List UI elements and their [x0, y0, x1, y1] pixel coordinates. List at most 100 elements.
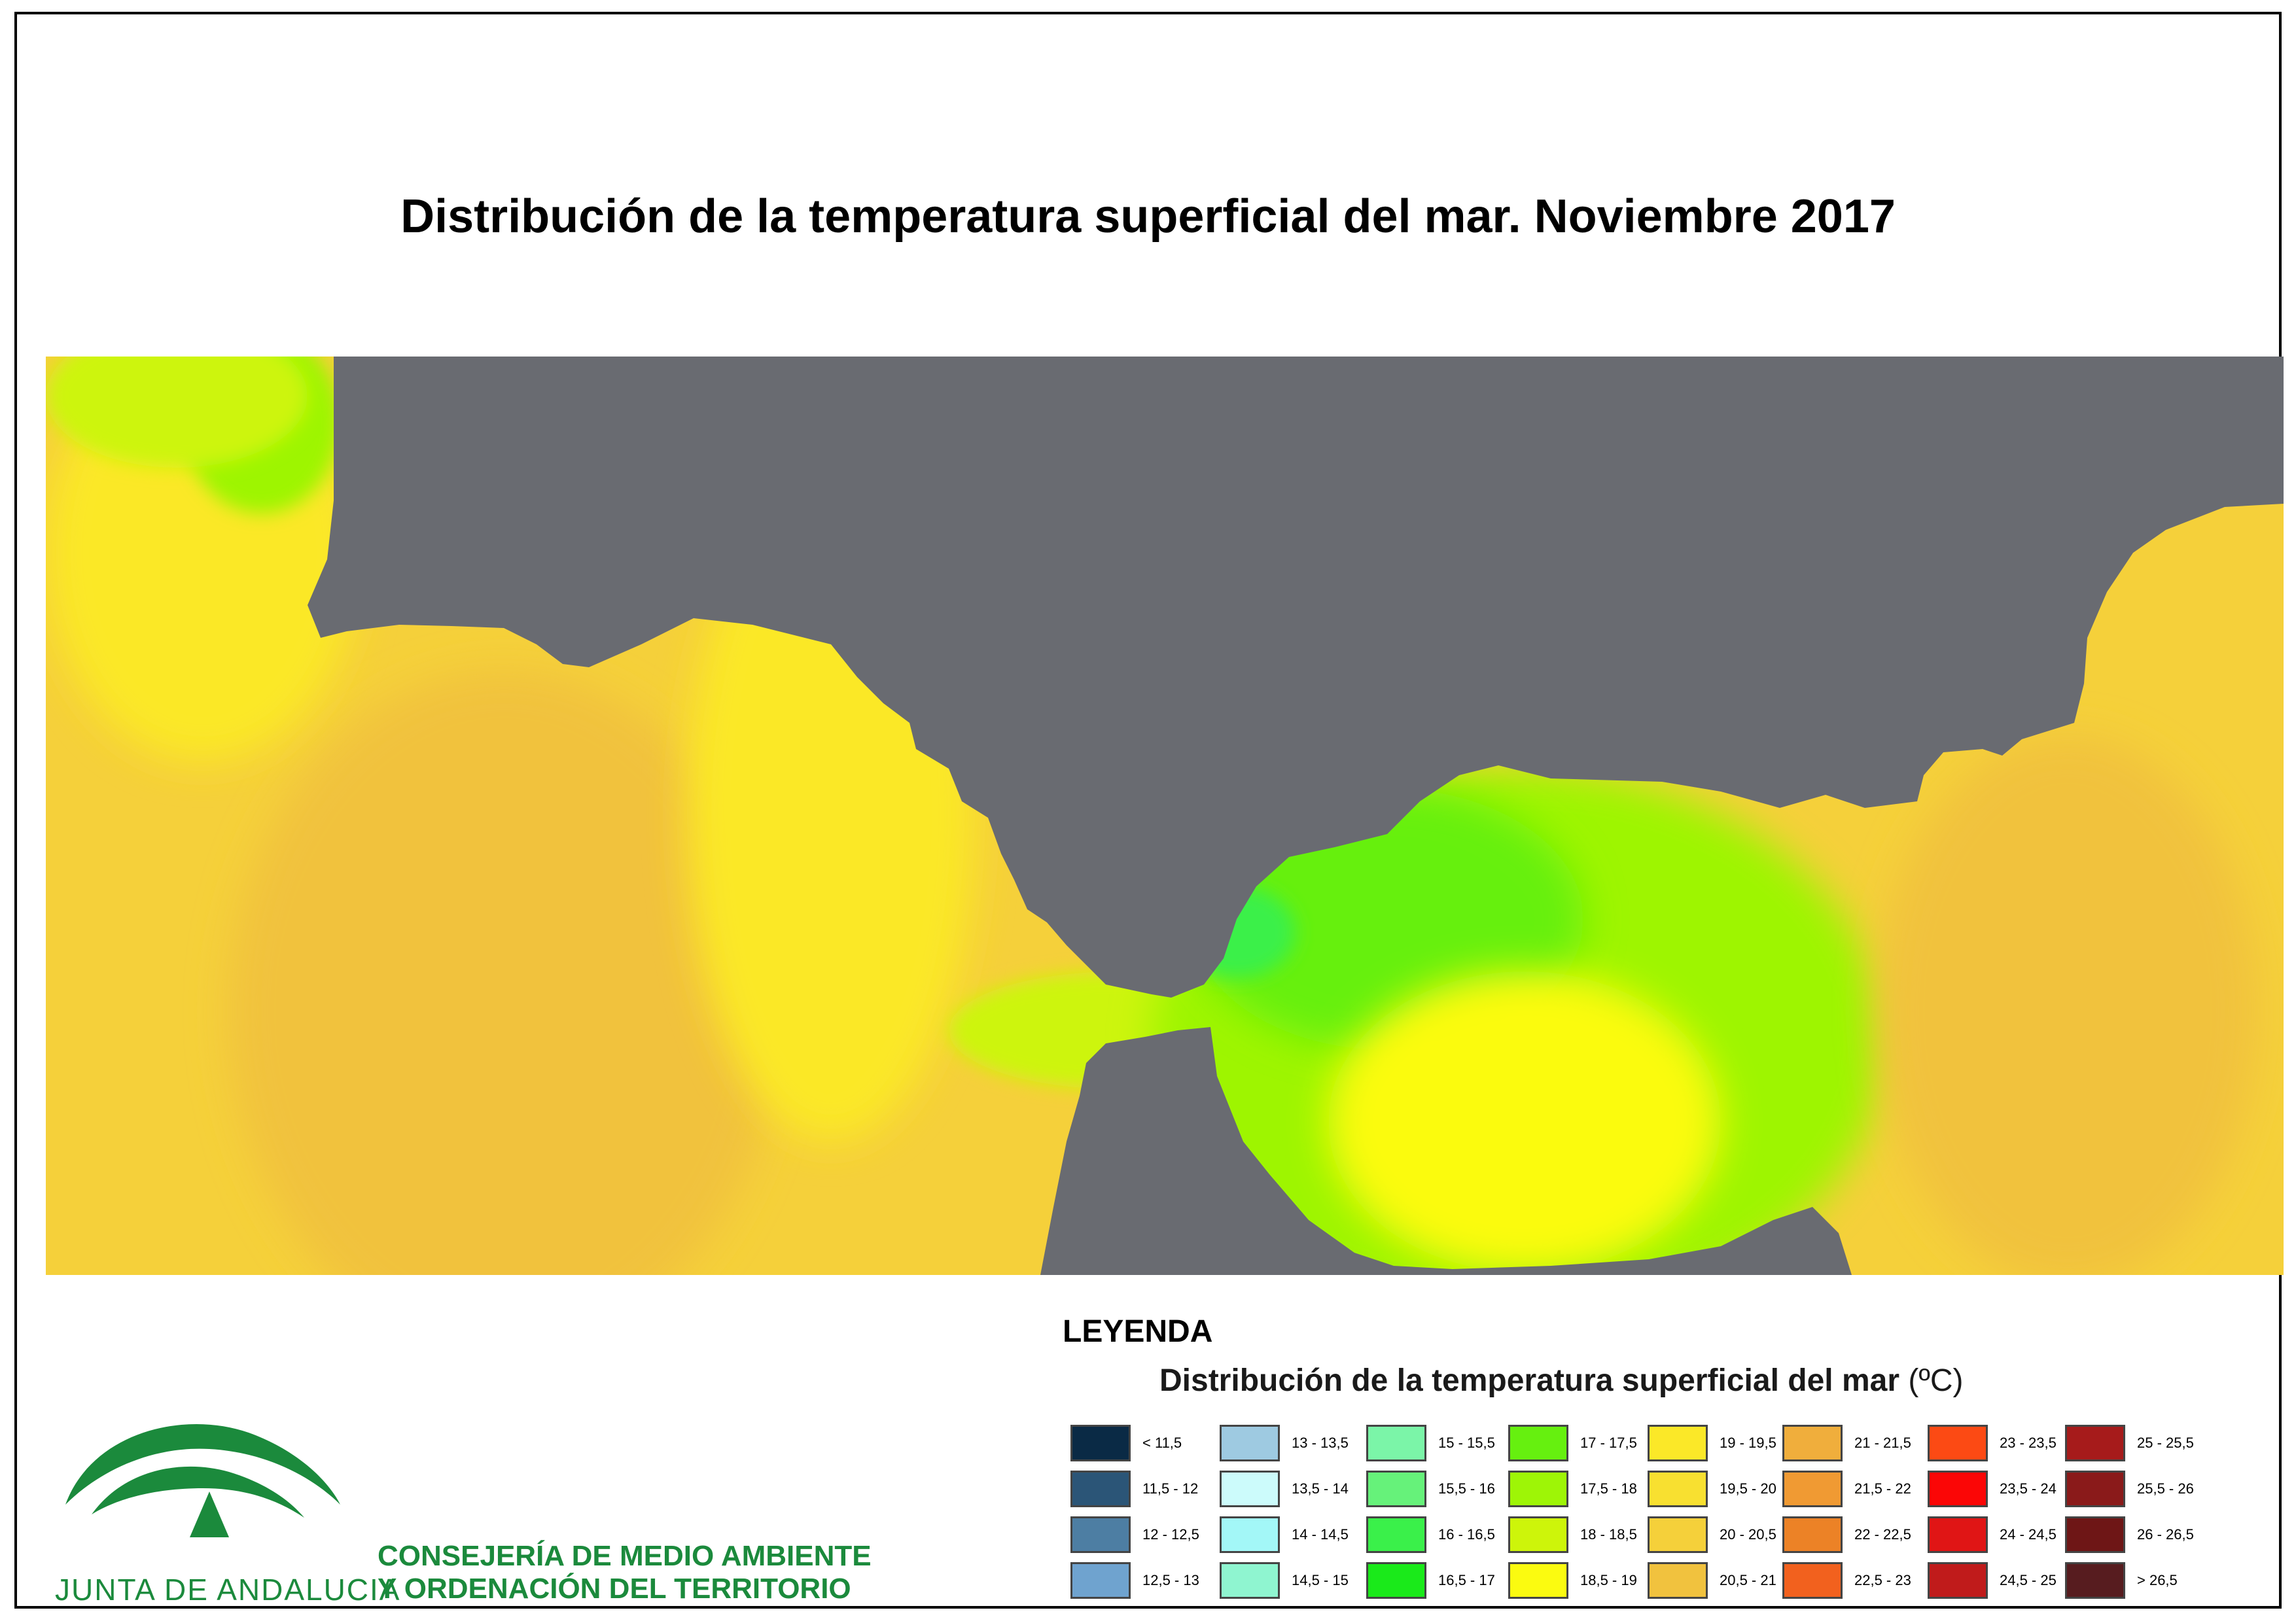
- legend-item: 17,5 - 18: [1508, 1471, 1637, 1507]
- africa-land: [1040, 1027, 1852, 1275]
- legend-label: 12,5 - 13: [1142, 1572, 1199, 1588]
- legend-item: 22,5 - 23: [1782, 1562, 1911, 1599]
- legend-label: 18,5 - 19: [1580, 1572, 1637, 1588]
- brand-name: JUNTA DE ANDALUCIA: [55, 1573, 401, 1607]
- legend-item: 20,5 - 21: [1648, 1562, 1776, 1599]
- legend-item: 14,5 - 15: [1220, 1562, 1349, 1599]
- legend-swatch: [1782, 1471, 1843, 1507]
- legend-item: 16 - 16,5: [1366, 1516, 1495, 1553]
- legend-heading: LEYENDA: [1063, 1314, 1213, 1349]
- iberia-land: [308, 357, 2284, 998]
- legend-item: 24 - 24,5: [1928, 1516, 2057, 1553]
- legend-label: 26 - 26,5: [2137, 1526, 2194, 1543]
- warm-region-west: [229, 671, 779, 1275]
- legend-swatch: [1508, 1425, 1568, 1461]
- legend-swatch: [1220, 1516, 1280, 1553]
- legend-item: > 26,5: [2065, 1562, 2178, 1599]
- legend-label: 23 - 23,5: [2000, 1435, 2057, 1451]
- sea-temperature-map: [46, 357, 2284, 1275]
- legend-label: 14,5 - 15: [1292, 1572, 1349, 1588]
- legend-item: 19 - 19,5: [1648, 1425, 1776, 1461]
- logo-triangle: [190, 1492, 229, 1537]
- legend-swatch: [1782, 1562, 1843, 1599]
- legend-swatch: [2065, 1471, 2125, 1507]
- legend-item: 18 - 18,5: [1508, 1516, 1637, 1553]
- legend-label: 17 - 17,5: [1580, 1435, 1637, 1451]
- legend-swatch: [1220, 1471, 1280, 1507]
- logo-arc-outer: [65, 1423, 340, 1505]
- legend-label: 21,5 - 22: [1854, 1480, 1911, 1497]
- legend-label: > 26,5: [2137, 1572, 2178, 1588]
- legend-swatch: [1070, 1516, 1131, 1553]
- legend-item: 17 - 17,5: [1508, 1425, 1637, 1461]
- legend-swatch: [1782, 1516, 1843, 1553]
- legend-label: 13,5 - 14: [1292, 1480, 1349, 1497]
- legend-item: 11,5 - 12: [1070, 1471, 1198, 1507]
- legend-swatch: [1220, 1562, 1280, 1599]
- organization-name: CONSEJERÍA DE MEDIO AMBIENTE Y ORDENACIÓ…: [378, 1540, 872, 1605]
- legend-label: 21 - 21,5: [1854, 1435, 1911, 1451]
- legend-item: 25 - 25,5: [2065, 1425, 2194, 1461]
- legend-label: < 11,5: [1142, 1435, 1182, 1451]
- legend-label: 19,5 - 20: [1720, 1480, 1776, 1497]
- legend-label: 24,5 - 25: [2000, 1572, 2057, 1588]
- legend-item: 12 - 12,5: [1070, 1516, 1199, 1553]
- legend-item: 15 - 15,5: [1366, 1425, 1495, 1461]
- legend-item: 14 - 14,5: [1220, 1516, 1349, 1553]
- legend-swatch: [1508, 1562, 1568, 1599]
- alboran-yellow-gyre: [1328, 971, 1721, 1272]
- legend-item: 13 - 13,5: [1220, 1425, 1349, 1461]
- legend-swatch: [1928, 1516, 1988, 1553]
- legend-swatch: [1366, 1562, 1426, 1599]
- legend-item: 12,5 - 13: [1070, 1562, 1199, 1599]
- legend-swatch: [1648, 1516, 1708, 1553]
- legend-label: 11,5 - 12: [1142, 1480, 1199, 1497]
- legend-item: 23 - 23,5: [1928, 1425, 2057, 1461]
- legend-swatch: [1508, 1516, 1568, 1553]
- legend-swatch: [2065, 1516, 2125, 1553]
- legend-item: 18,5 - 19: [1508, 1562, 1637, 1599]
- legend-item: 26 - 26,5: [2065, 1516, 2194, 1553]
- lime-region-northwest: [46, 357, 308, 468]
- legend-label: 25 - 25,5: [2137, 1435, 2194, 1451]
- legend-label: 13 - 13,5: [1292, 1435, 1349, 1451]
- legend-swatch: [1928, 1471, 1988, 1507]
- legend-item: 19,5 - 20: [1648, 1471, 1776, 1507]
- legend-item: 23,5 - 24: [1928, 1471, 2057, 1507]
- legend-item: 21 - 21,5: [1782, 1425, 1911, 1461]
- legend-swatch: [2065, 1562, 2125, 1599]
- legend-subtitle-text: Distribución de la temperatura superfici…: [1159, 1363, 1899, 1398]
- legend-label: 22,5 - 23: [1854, 1572, 1911, 1588]
- legend-label: 24 - 24,5: [2000, 1526, 2057, 1543]
- legend-swatch: [1366, 1425, 1426, 1461]
- legend-label: 20 - 20,5: [1720, 1526, 1776, 1543]
- legend-label: 16,5 - 17: [1438, 1572, 1495, 1588]
- legend-item: 25,5 - 26: [2065, 1471, 2194, 1507]
- legend-swatch: [1070, 1425, 1131, 1461]
- legend-item: 21,5 - 22: [1782, 1471, 1911, 1507]
- legend-label: 14 - 14,5: [1292, 1526, 1349, 1543]
- legend-item: 24,5 - 25: [1928, 1562, 2057, 1599]
- legend-label: 17,5 - 18: [1580, 1480, 1637, 1497]
- legend-swatch: [1366, 1471, 1426, 1507]
- organization-line-2: Y ORDENACIÓN DEL TERRITORIO: [378, 1573, 851, 1605]
- logo-arc-inner: [92, 1466, 304, 1518]
- legend-item: 15,5 - 16: [1366, 1471, 1495, 1507]
- legend-label: 20,5 - 21: [1720, 1572, 1776, 1588]
- legend-item: 13,5 - 14: [1220, 1471, 1349, 1507]
- legend-swatch: [1782, 1425, 1843, 1461]
- legend-item: < 11,5: [1070, 1425, 1182, 1461]
- junta-andalucia-logo: [65, 1423, 340, 1537]
- page-title: Distribución de la temperatura superfici…: [400, 190, 1896, 243]
- legend-swatch: [1220, 1425, 1280, 1461]
- legend-swatch: [1928, 1425, 1988, 1461]
- organization-line-1: CONSEJERÍA DE MEDIO AMBIENTE: [378, 1540, 872, 1572]
- legend-item: 16,5 - 17: [1366, 1562, 1495, 1599]
- legend-label: 15,5 - 16: [1438, 1480, 1495, 1497]
- legend-label: 12 - 12,5: [1142, 1526, 1199, 1543]
- legend-swatch: [1648, 1471, 1708, 1507]
- legend-label: 23,5 - 24: [2000, 1480, 2057, 1497]
- legend-label: 19 - 19,5: [1720, 1435, 1776, 1451]
- legend-item: 20 - 20,5: [1648, 1516, 1776, 1553]
- legend-item: 22 - 22,5: [1782, 1516, 1911, 1553]
